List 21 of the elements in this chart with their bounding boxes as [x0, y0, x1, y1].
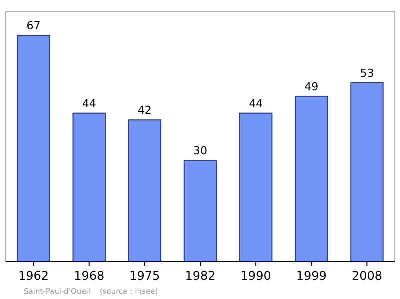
- data-label: 53: [360, 66, 374, 80]
- bar: [128, 120, 162, 262]
- bar: [350, 82, 384, 262]
- data-label: 30: [194, 144, 208, 158]
- bar: [295, 96, 328, 262]
- x-tick-label: 1999: [296, 269, 327, 283]
- bar: [239, 112, 273, 262]
- data-label: 44: [82, 97, 96, 110]
- x-tick-label: 2008: [352, 269, 382, 283]
- data-label: 42: [138, 104, 152, 118]
- data-label: 67: [26, 20, 41, 33]
- bar: [72, 112, 106, 262]
- x-tick-label: 1962: [18, 269, 50, 283]
- x-tick-label: 1968: [74, 269, 105, 283]
- data-label: 44: [249, 97, 264, 110]
- bar: [17, 35, 50, 262]
- data-label: 49: [304, 80, 319, 94]
- bar: [184, 160, 218, 262]
- x-tick-label: 1975: [130, 269, 160, 283]
- x-tick-label: 1990: [240, 269, 272, 283]
- x-tick-label: 1982: [185, 269, 216, 283]
